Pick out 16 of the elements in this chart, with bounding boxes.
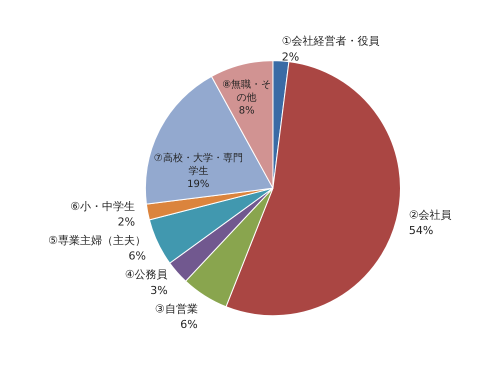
slice-label: ③自営業 — [154, 302, 198, 316]
data-label: 6% — [180, 318, 198, 331]
slice-label: ⑦高校・大学・専門学生 — [154, 152, 243, 177]
data-label: 2% — [282, 50, 300, 64]
data-label: 3% — [150, 284, 168, 297]
slice-label: ①会社経営者・役員 — [282, 34, 380, 48]
slice-label: ②会社員 — [408, 208, 452, 222]
slice-label: ⑧無職・その他 — [222, 78, 272, 104]
data-label: 2% — [118, 216, 136, 229]
data-label: 54% — [408, 224, 434, 238]
slice-label: ④公務員 — [124, 268, 168, 282]
slice-label: ⑤専業主婦（主夫） — [48, 234, 146, 248]
slice-label: ⑥小・中学生 — [70, 200, 136, 214]
data-label: 6% — [128, 250, 146, 263]
data-label: 19% — [187, 179, 210, 190]
data-label: 8% — [238, 106, 255, 117]
